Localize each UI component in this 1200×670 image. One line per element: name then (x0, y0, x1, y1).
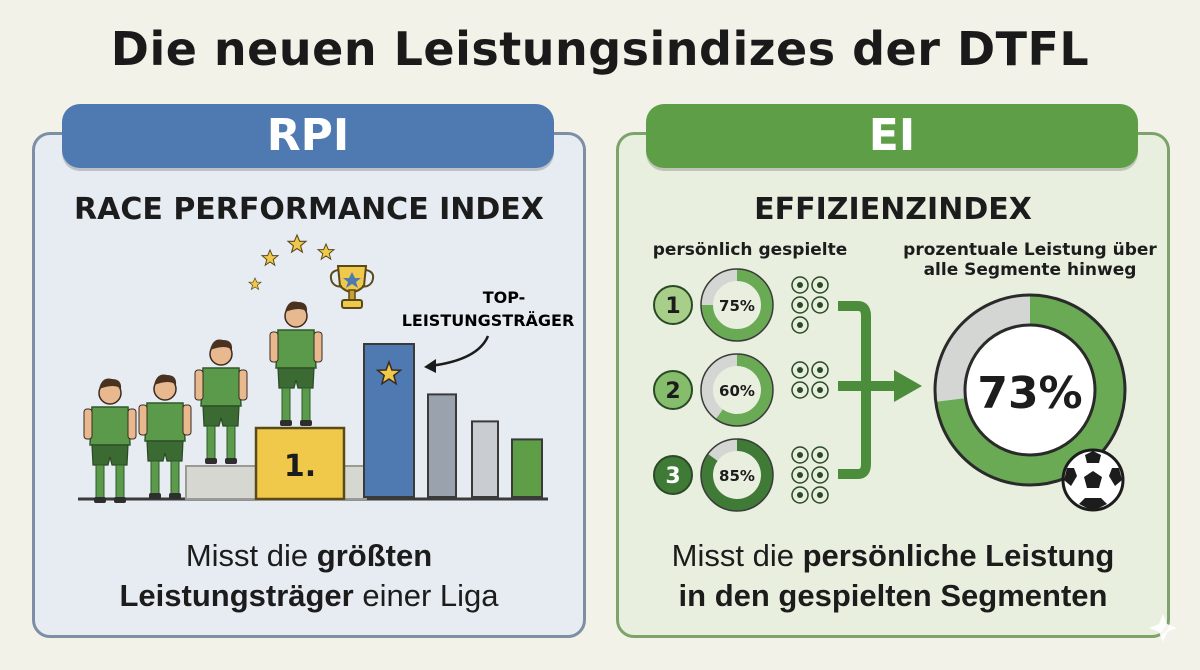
ei-subtitle: EFFIZIENZINDEX (754, 192, 1032, 227)
winner-player-icon (269, 300, 323, 427)
segment-percent: 85% (719, 467, 755, 485)
player-2-icon (138, 373, 192, 500)
rpi-desc-bold2: Leistungsträger (119, 578, 354, 613)
podium-label: 1. (284, 449, 316, 484)
rpi-desc-bold1: größten (316, 538, 433, 573)
segment-ring-fill (701, 269, 773, 341)
ei-right-label-line1: prozentuale Leistung über (903, 240, 1157, 260)
stars-icon (248, 233, 336, 291)
bar-star-icon (375, 359, 403, 386)
mini-ball-icon (811, 381, 829, 399)
rpi-desc-pre: Misst die (185, 538, 317, 573)
merge-arrow-icon (894, 370, 922, 402)
annotation-line2: LEISTUNGSTRÄGER (402, 311, 575, 330)
rpi-bar-2 (427, 393, 457, 498)
mini-ball-icon (811, 486, 829, 504)
rpi-bar-3 (471, 420, 499, 498)
ei-segment-group: 1 75% 2 60% 3 85% (653, 268, 774, 512)
mini-ball-icon (791, 381, 809, 399)
segment-ring-fill (701, 439, 773, 511)
segment-number-badge (653, 285, 693, 325)
ei-description: Misst die persönliche Leistung in den ge… (616, 536, 1170, 616)
segment-percent: 60% (719, 382, 755, 400)
segment-ring-fill (715, 354, 773, 426)
page-title: Die neuen Leistungsindizes der DTFL (110, 22, 1090, 76)
mini-ball-icon (811, 466, 829, 484)
annotation-arrowhead-icon (424, 359, 436, 373)
podium-step-right (343, 465, 367, 500)
player-3-icon (194, 338, 248, 465)
annotation-arrow (429, 335, 490, 368)
ei-left-label: persönlich gespielte (652, 240, 848, 260)
segment-number-badge (653, 370, 693, 410)
rpi-description: Misst die größten Leistungsträger einer … (32, 536, 586, 616)
mini-ball-icon (791, 466, 809, 484)
mini-ball-icon (791, 316, 809, 334)
podium-step-left (185, 465, 257, 500)
mini-ball-icon (791, 361, 809, 379)
segment-number: 2 (665, 379, 680, 404)
ei-right-label: prozentuale Leistung über alle Segmente … (890, 240, 1170, 280)
merge-bracket-icon (838, 301, 896, 479)
soccer-ball-icon (1061, 448, 1125, 512)
total-ring-outer (933, 293, 1127, 487)
rpi-banner: RPI (62, 104, 554, 168)
rpi-bar-4 (511, 438, 543, 498)
ei-banner: EI (646, 104, 1138, 168)
segment-number-badge (653, 455, 693, 495)
segment-number: 3 (665, 464, 680, 489)
rpi-bar-group (363, 343, 543, 498)
player-1-icon (83, 377, 137, 504)
total-ring-inner (963, 323, 1097, 457)
rpi-desc-post: einer Liga (353, 578, 499, 613)
mini-ball-icon (791, 276, 809, 294)
annotation-line1: TOP- (483, 288, 526, 307)
mini-ball-icon (811, 446, 829, 464)
segment-ring-outline (700, 438, 774, 512)
mini-ball-icon (811, 276, 829, 294)
total-ring-fill (936, 296, 1124, 484)
ei-desc-pre: Misst die (671, 538, 803, 573)
mini-ball-icon (811, 361, 829, 379)
ei-right-label-line2: alle Segmente hinweg (923, 260, 1137, 280)
rpi-subtitle: RACE PERFORMANCE INDEX (74, 192, 544, 227)
ei-total-ring (933, 293, 1127, 487)
segment-number: 1 (665, 294, 680, 319)
mini-ball-icon (791, 446, 809, 464)
ei-total-label: 73% (977, 368, 1082, 419)
segment-ring-outline (700, 353, 774, 427)
sparkle-icon (1149, 614, 1177, 642)
ball-clusters (791, 276, 829, 504)
mini-ball-icon (811, 296, 829, 314)
segment-percent: 75% (719, 297, 755, 315)
segment-ring-outline (700, 268, 774, 342)
mini-ball-icon (791, 486, 809, 504)
ei-desc-bold1: persönliche Leistung (802, 538, 1115, 573)
ei-desc-bold2: in den gespielten Segmenten (678, 578, 1108, 613)
mini-ball-icon (791, 296, 809, 314)
podium-first (254, 426, 346, 501)
trophy-icon (329, 265, 375, 309)
